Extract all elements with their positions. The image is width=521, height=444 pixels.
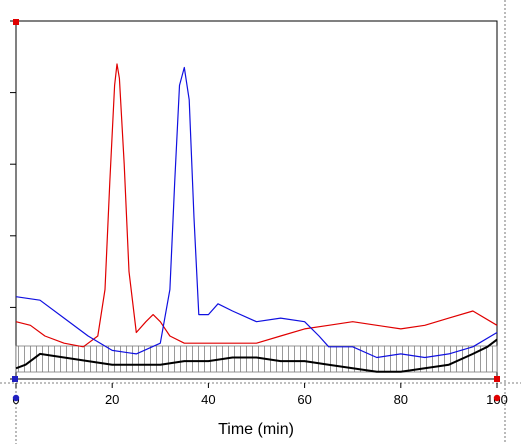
y-axis-bottom-marker[interactable] [12, 376, 18, 382]
series-line-3 [15, 338, 498, 373]
series-layer [15, 63, 498, 373]
x-axis-ticks: 020406080100 [12, 383, 508, 407]
x-axis-start-handle[interactable] [12, 394, 20, 402]
x-tick-label: 20 [105, 392, 119, 407]
x-tick-label: 40 [201, 392, 215, 407]
x-axis-title: Time (min) [218, 421, 294, 438]
series-line-2 [15, 66, 498, 359]
y-axis-ticks [10, 20, 16, 380]
hatched-baseline-band [15, 345, 498, 373]
axis-origin-marker[interactable] [13, 19, 19, 25]
plot-frame [15, 20, 498, 380]
series-line-1 [15, 63, 498, 348]
x-tick-label: 80 [394, 392, 408, 407]
x-axis-end-handle[interactable] [493, 394, 501, 402]
x-tick-label: 60 [297, 392, 311, 407]
x-axis-end-marker[interactable] [494, 376, 500, 382]
